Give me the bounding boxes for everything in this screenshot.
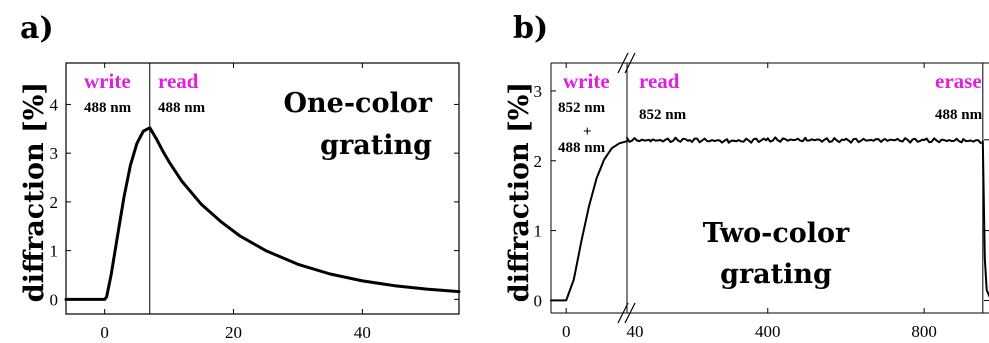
panel-a-annotation-line-2: grating — [320, 130, 432, 161]
panel-b-annotation-line-1: Two-color — [703, 218, 850, 249]
panel-b-x-tick-label: 400 — [755, 322, 781, 341]
panel-a-write-label: write — [84, 69, 131, 93]
panel-b-axis-break-marks — [617, 52, 636, 324]
panel-a-x-tick-label: 40 — [354, 323, 371, 342]
panel-a-x-tick-label: 20 — [225, 323, 242, 342]
panel-a-write-wavelength: 488 nm — [84, 100, 132, 116]
panel-b-read-label: read — [639, 69, 680, 93]
panel-b-curve-erase — [981, 140, 989, 298]
panel-b-write-wavelength-2: 488 nm — [558, 140, 606, 156]
panel-a-x-tick-label: 0 — [100, 323, 109, 342]
panel-a-diffraction-curve — [64, 126, 461, 301]
panel-a-y-tick-label: 2 — [50, 193, 59, 212]
panel-b-erase-wavelength: 488 nm — [935, 107, 983, 123]
panel-a-y-tick-label: 0 — [50, 290, 59, 309]
axis-break-slash — [624, 52, 636, 74]
panel-a-y-tick-label: 1 — [50, 242, 59, 261]
panel-b-write-wavelength-1: 852 nm — [558, 100, 606, 116]
panel-b-y-axis-label: diffraction [%] — [504, 82, 535, 302]
panel-b-curve-write — [550, 140, 628, 302]
panel-b-x-tick-label: 0 — [562, 322, 571, 341]
panel-a-plot-frame — [65, 62, 460, 315]
panel-b-y-ticks: 0 1 2 3 — [534, 82, 989, 310]
panel-a-y-tick-label: 4 — [50, 95, 59, 114]
panel-b-x-tick-label: 40 — [627, 322, 644, 341]
panel-b-annotation-line-2: grating — [720, 259, 832, 290]
panel-b-y-tick-label: 1 — [534, 222, 543, 241]
panel-b-write-wavelength-plus: + — [583, 124, 592, 140]
panel-a-annotation-line-1: One-color — [284, 88, 433, 119]
panel-a-read-label: read — [158, 69, 199, 93]
panel-b-curve-read — [626, 136, 982, 145]
panel-b-read-wavelength: 852 nm — [639, 107, 687, 123]
axis-break-slash — [617, 52, 629, 74]
panel-b-write-label: write — [563, 69, 610, 93]
panel-a-x-ticks: 0 20 40 — [100, 63, 371, 342]
panel-a-y-ticks: 0 1 2 3 4 — [50, 95, 459, 309]
panel-a-y-axis-label: diffraction [%] — [19, 82, 50, 302]
panel-a: a) diffraction [%] 0 1 2 3 4 0 20 40 write 488… — [19, 11, 461, 342]
panel-b-x-ticks: 0 40 400 800 — [562, 63, 937, 341]
panel-b-label: b) — [513, 11, 548, 46]
panel-b-erase-label: erase — [935, 69, 982, 93]
panel-a-label: a) — [20, 11, 54, 46]
panel-b-x-tick-label: 800 — [911, 322, 937, 341]
panel-a-read-wavelength: 488 nm — [158, 100, 206, 116]
panel-b-y-tick-label: 3 — [534, 82, 543, 101]
panel-a-y-tick-label: 3 — [50, 144, 59, 163]
panel-b-y-tick-label: 2 — [534, 152, 543, 171]
panel-b-y-tick-label: 0 — [534, 291, 543, 310]
axis-break-slash — [624, 302, 636, 324]
axis-break-slash — [617, 302, 629, 324]
